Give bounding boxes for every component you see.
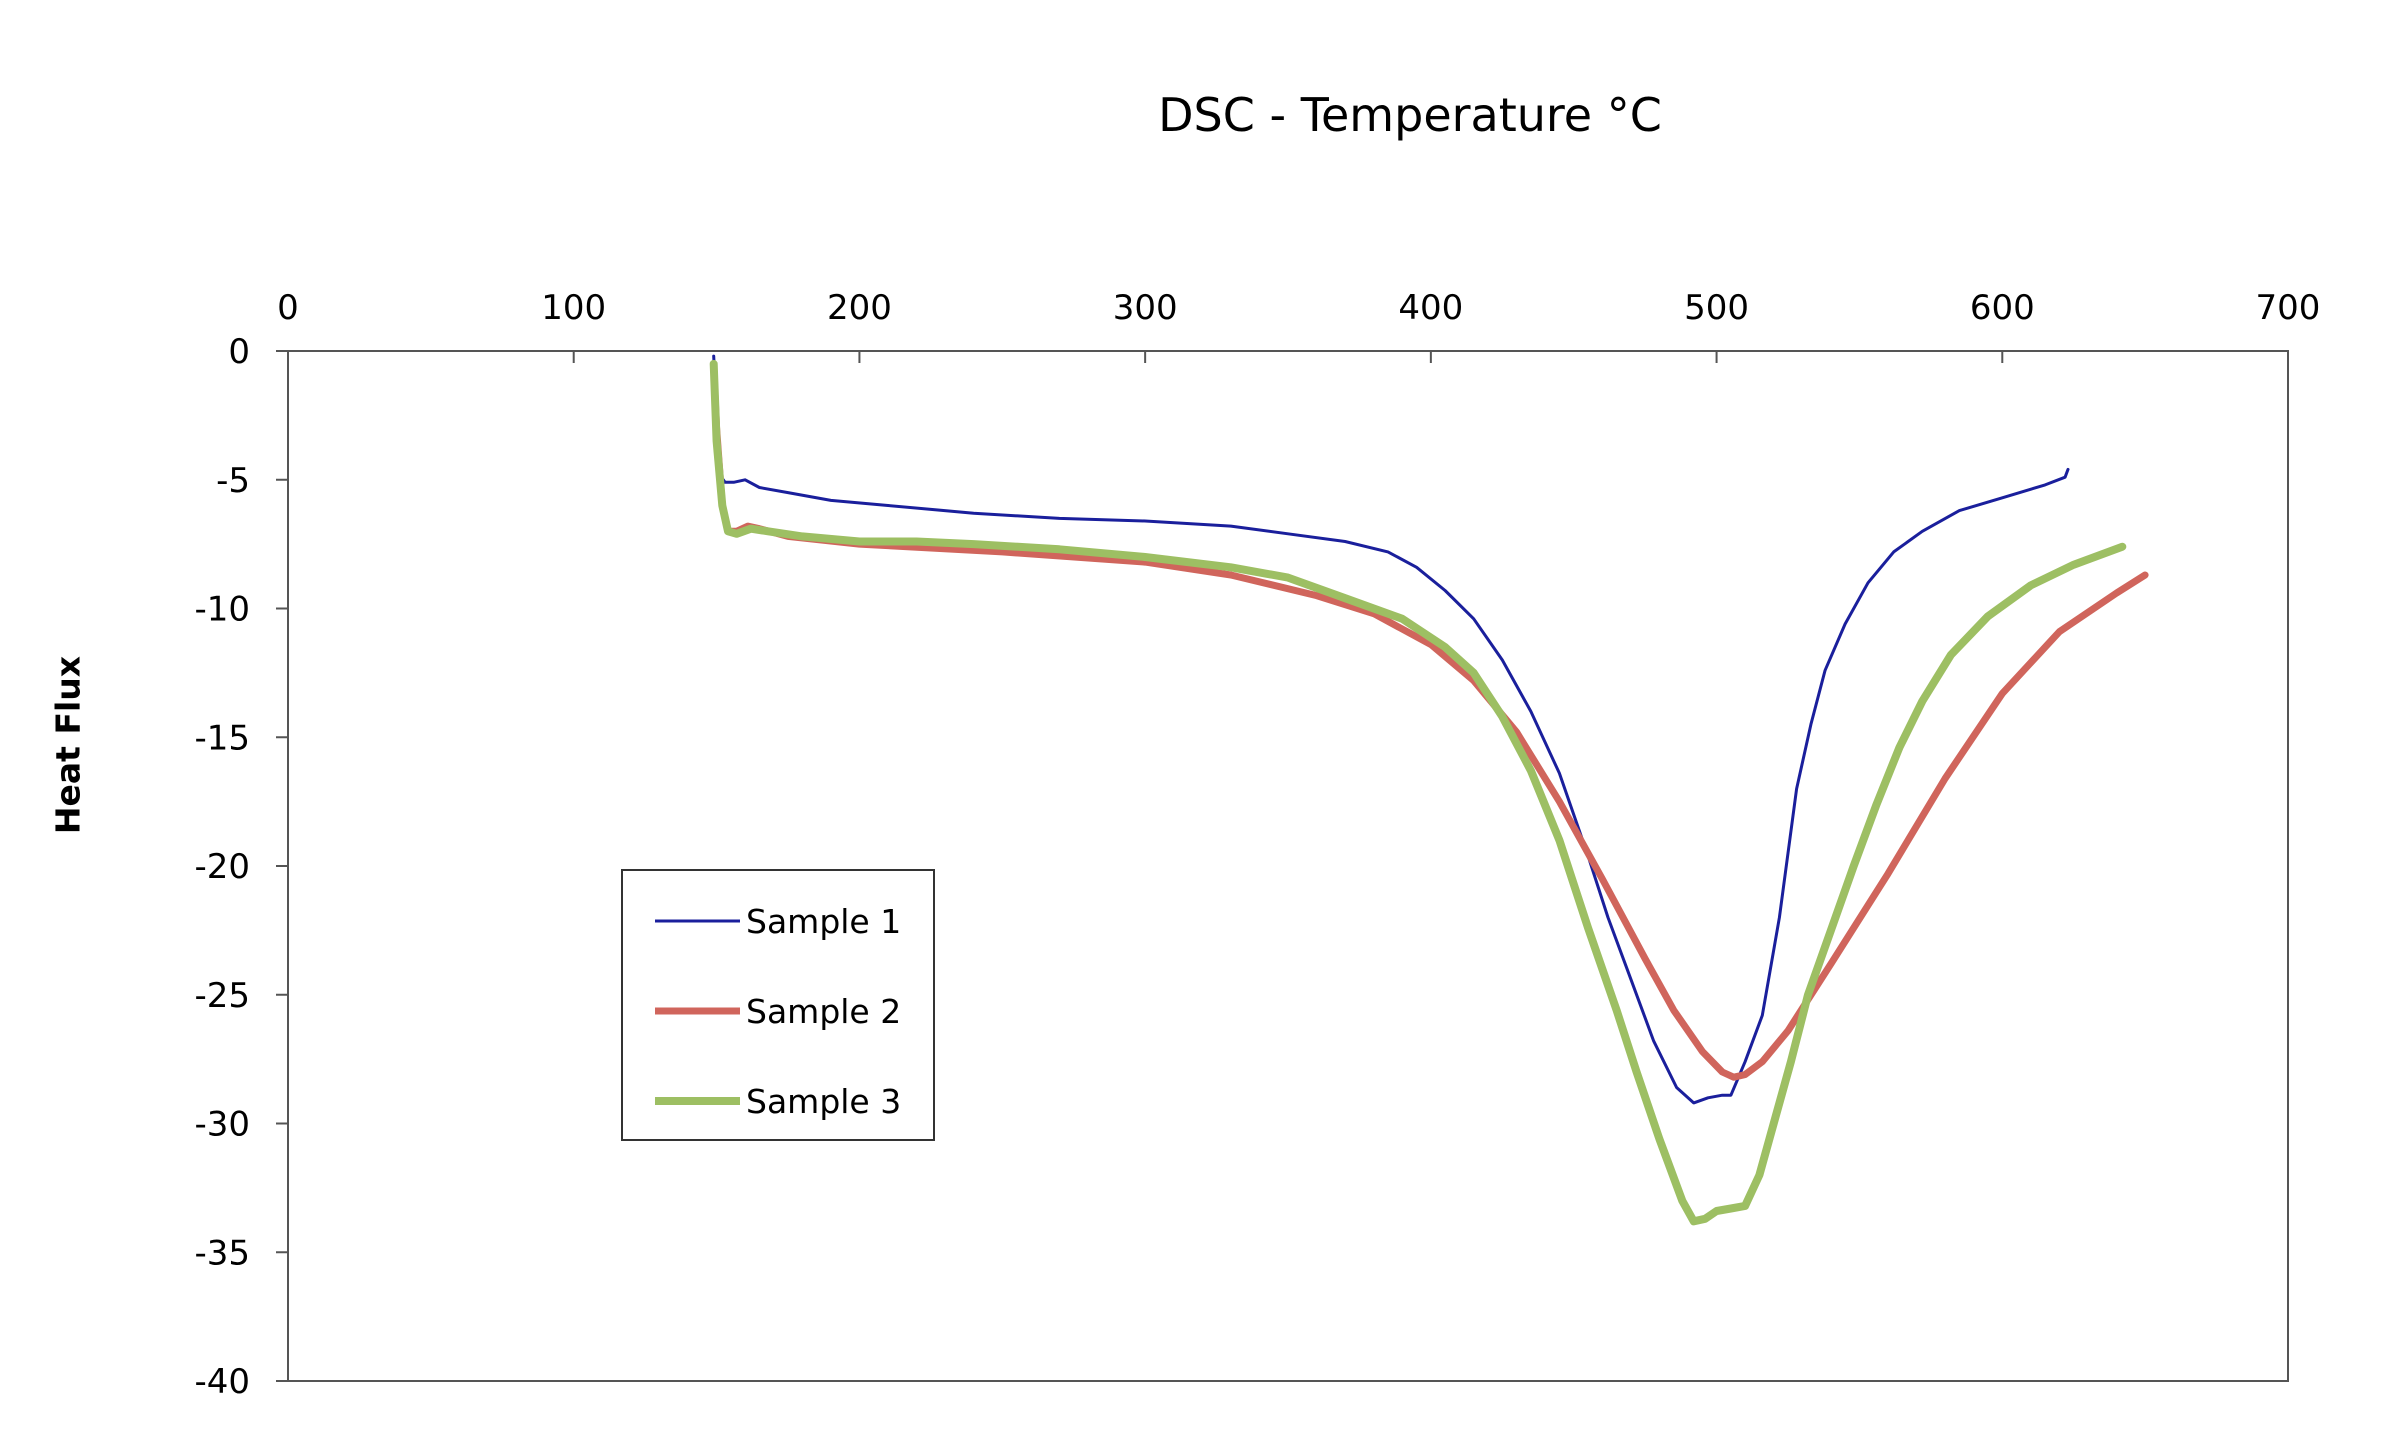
y-tick-label: -10: [194, 590, 250, 630]
series-line-3: [709, 359, 2127, 1226]
y-tick-label: 0: [228, 332, 250, 372]
legend-label-2: Sample 2: [746, 992, 901, 1031]
legend: Sample 1 Sample 2 Sample 3: [621, 869, 935, 1141]
y-tick-label: -30: [194, 1105, 250, 1145]
y-axis: 0 -5 -10 -15 -20 -25 -30 -35 -40: [194, 332, 288, 1402]
x-tick-label: 200: [827, 288, 892, 328]
x-tick-label: 400: [1398, 288, 1463, 328]
legend-label-1: Sample 1: [746, 902, 901, 941]
legend-box: [621, 869, 935, 1141]
x-tick-label: 0: [277, 288, 299, 328]
x-tick-label: 300: [1113, 288, 1178, 328]
y-tick-label: -5: [216, 461, 250, 501]
plot-area-frame: [287, 350, 2289, 1382]
series-lines: [709, 354, 2149, 1226]
y-tick-label: -35: [194, 1233, 250, 1273]
x-tick-label: 700: [2256, 288, 2321, 328]
chart-title: DSC - Temperature °C: [1158, 88, 1662, 142]
legend-label-3: Sample 3: [746, 1082, 901, 1121]
y-tick-label: -25: [194, 976, 250, 1016]
y-tick-label: -15: [194, 718, 250, 758]
x-tick-label: 500: [1684, 288, 1749, 328]
y-tick-label: -40: [194, 1362, 250, 1402]
x-axis: 0 100 200 300 400 500 600 700: [277, 288, 2320, 363]
x-tick-label: 100: [541, 288, 606, 328]
y-tick-label: -20: [194, 847, 250, 887]
x-tick-label: 600: [1970, 288, 2035, 328]
